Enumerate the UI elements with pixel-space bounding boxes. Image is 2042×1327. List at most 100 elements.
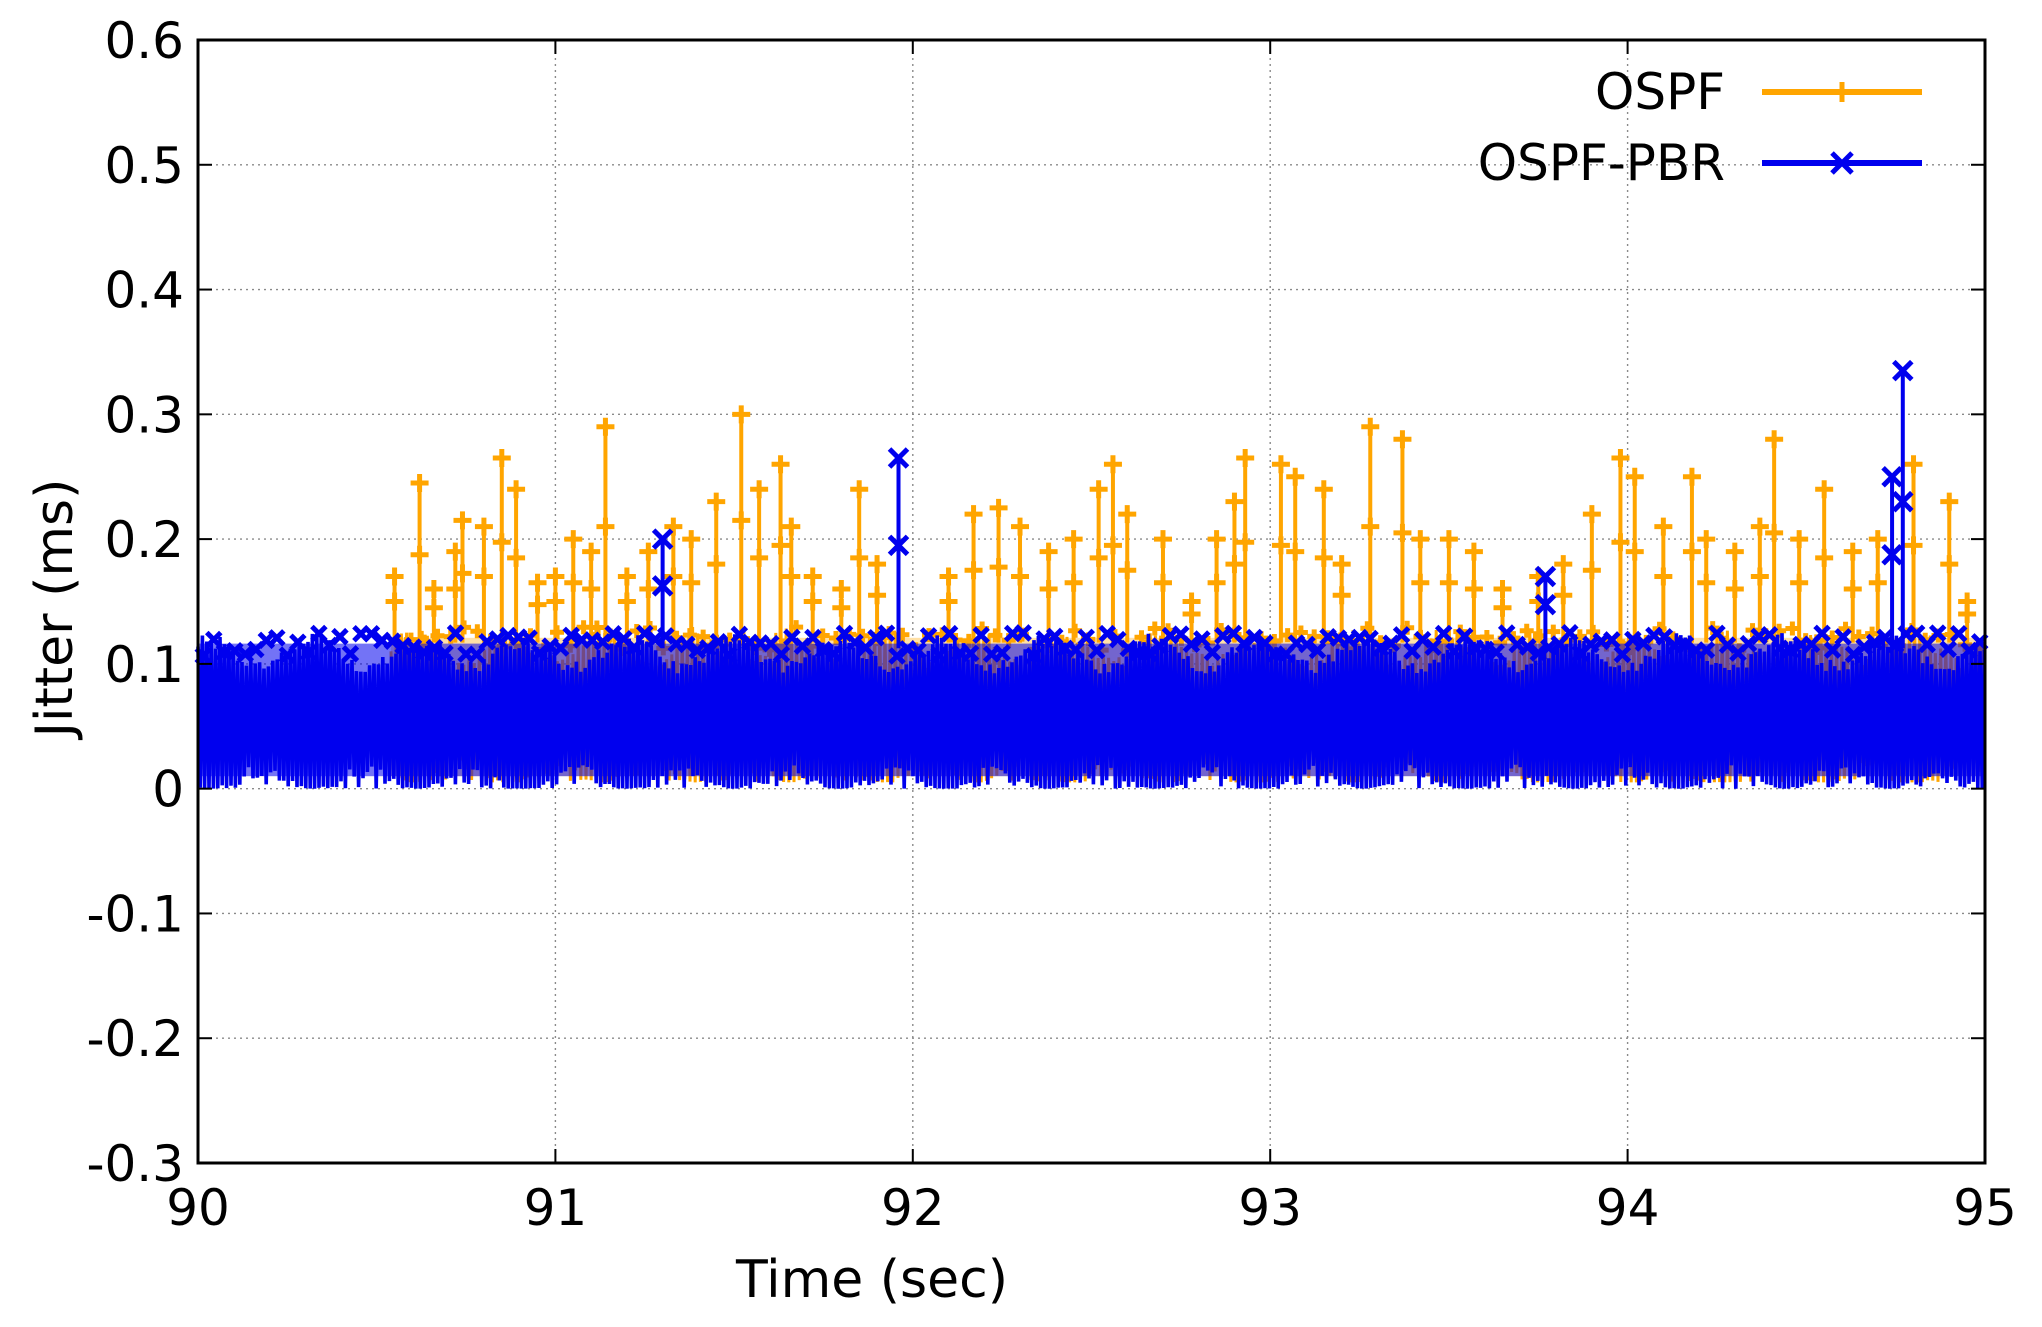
spike-marker [750, 480, 769, 499]
spike-marker [1207, 530, 1226, 549]
data-point-marker [1087, 641, 1106, 660]
data-point-marker [1024, 647, 1043, 665]
spike-marker [1625, 542, 1644, 561]
data-point-marker [1813, 624, 1831, 643]
spike-marker [1039, 542, 1058, 561]
spike-marker [1393, 523, 1412, 542]
spike-marker [850, 548, 869, 567]
data-point-marker [1392, 626, 1411, 644]
data-point-marker [1434, 624, 1453, 643]
x-tick-label: 94 [1596, 1179, 1660, 1237]
spike-marker [1750, 567, 1769, 586]
spike-marker [1843, 542, 1862, 561]
spike-marker [1790, 530, 1809, 549]
spike-marker [1225, 492, 1244, 511]
spike-marker [1011, 567, 1030, 586]
data-point-marker [919, 627, 938, 645]
data-point-marker [1855, 638, 1873, 656]
spike-marker [1682, 467, 1701, 486]
data-point-marker [383, 632, 402, 650]
spike-marker [1411, 530, 1430, 549]
data-point-marker [1561, 624, 1579, 642]
data-point-marker [867, 629, 885, 647]
spike-marker [385, 567, 404, 586]
spike-marker [1236, 449, 1255, 468]
spike-marker [887, 534, 910, 557]
data-point-marker [988, 628, 1003, 643]
data-point-marker [1371, 639, 1390, 657]
data-point-marker [425, 638, 444, 657]
spike-marker [424, 580, 443, 599]
spike-marker [1843, 580, 1862, 599]
spike-marker [1361, 517, 1380, 536]
data-point-marker [550, 625, 565, 640]
data-point-marker [961, 644, 980, 663]
data-point-marker [1624, 630, 1642, 649]
spike-marker [492, 533, 511, 552]
data-point-marker [1613, 645, 1632, 664]
spike-marker [1940, 492, 1959, 511]
data-point-marker [1280, 628, 1295, 643]
data-point-marker [1781, 641, 1800, 660]
data-point-marker [1308, 641, 1327, 660]
data-point-marker [1203, 643, 1222, 662]
spike-marker [492, 449, 511, 468]
data-point-marker [1939, 640, 1957, 658]
spike-marker [782, 517, 801, 536]
data-point-marker [1697, 641, 1716, 659]
data-point-marker [1823, 641, 1842, 659]
data-point-marker [855, 628, 870, 643]
spike-marker [989, 498, 1008, 517]
spike-marker [507, 480, 526, 499]
data-point-marker [814, 640, 833, 659]
data-point-marker [205, 630, 223, 649]
spike-marker [1625, 467, 1644, 486]
spike-marker [1207, 573, 1226, 592]
spike-marker [1064, 530, 1083, 549]
spike-marker [1439, 573, 1458, 592]
spike-marker [1904, 536, 1923, 555]
spike-marker [1750, 517, 1769, 536]
spike-marker [1464, 580, 1483, 599]
legend-label: OSPF [1595, 63, 1725, 121]
x-tick-label: 95 [1953, 1179, 2017, 1237]
legend: OSPF OSPF-PBR [1478, 63, 1922, 192]
spike-marker [1725, 580, 1744, 599]
spike-marker [474, 567, 493, 586]
spike-marker [1464, 542, 1483, 561]
data-point-marker [972, 626, 990, 644]
data-point-marker [1518, 638, 1537, 656]
spike-marker [1534, 565, 1557, 588]
spike-marker [887, 447, 910, 469]
spike-marker [1892, 490, 1914, 513]
spike-marker [682, 530, 701, 549]
spike-marker [1611, 533, 1630, 552]
spike-marker [1765, 523, 1784, 542]
x-axis-title: Time (sec) [735, 1250, 1008, 1310]
data-point-marker [1487, 643, 1505, 661]
spike-marker [750, 548, 769, 567]
spike-marker [1682, 542, 1701, 561]
spike-marker [1892, 359, 1914, 382]
y-tick-label: 0.5 [104, 137, 184, 195]
y-tick-label: 0.6 [104, 12, 184, 70]
spike-marker [1286, 542, 1305, 561]
spike-marker [832, 580, 851, 599]
data-point-marker [362, 625, 381, 643]
data-point-marker [1676, 635, 1695, 654]
spike-marker [939, 592, 958, 611]
x-tick-label: 91 [524, 1179, 588, 1237]
spike-marker [1534, 593, 1557, 616]
data-point-marker [236, 645, 255, 663]
tick-labels: -0.3 -0.2 -0.1 0 0.1 0.2 0.3 0.4 0.5 0.6 90 91 92 93 9… [86, 12, 2016, 1237]
spike-marker [732, 405, 751, 424]
spike-marker [1697, 573, 1716, 592]
data-point-marker [278, 646, 297, 664]
data-point-marker [1424, 638, 1442, 656]
spike-marker [964, 505, 983, 524]
spike-marker [1039, 580, 1058, 599]
data-point-marker [604, 625, 622, 643]
spike-marker [1089, 480, 1108, 499]
spike-marker [453, 511, 472, 530]
spike-marker [507, 548, 526, 567]
